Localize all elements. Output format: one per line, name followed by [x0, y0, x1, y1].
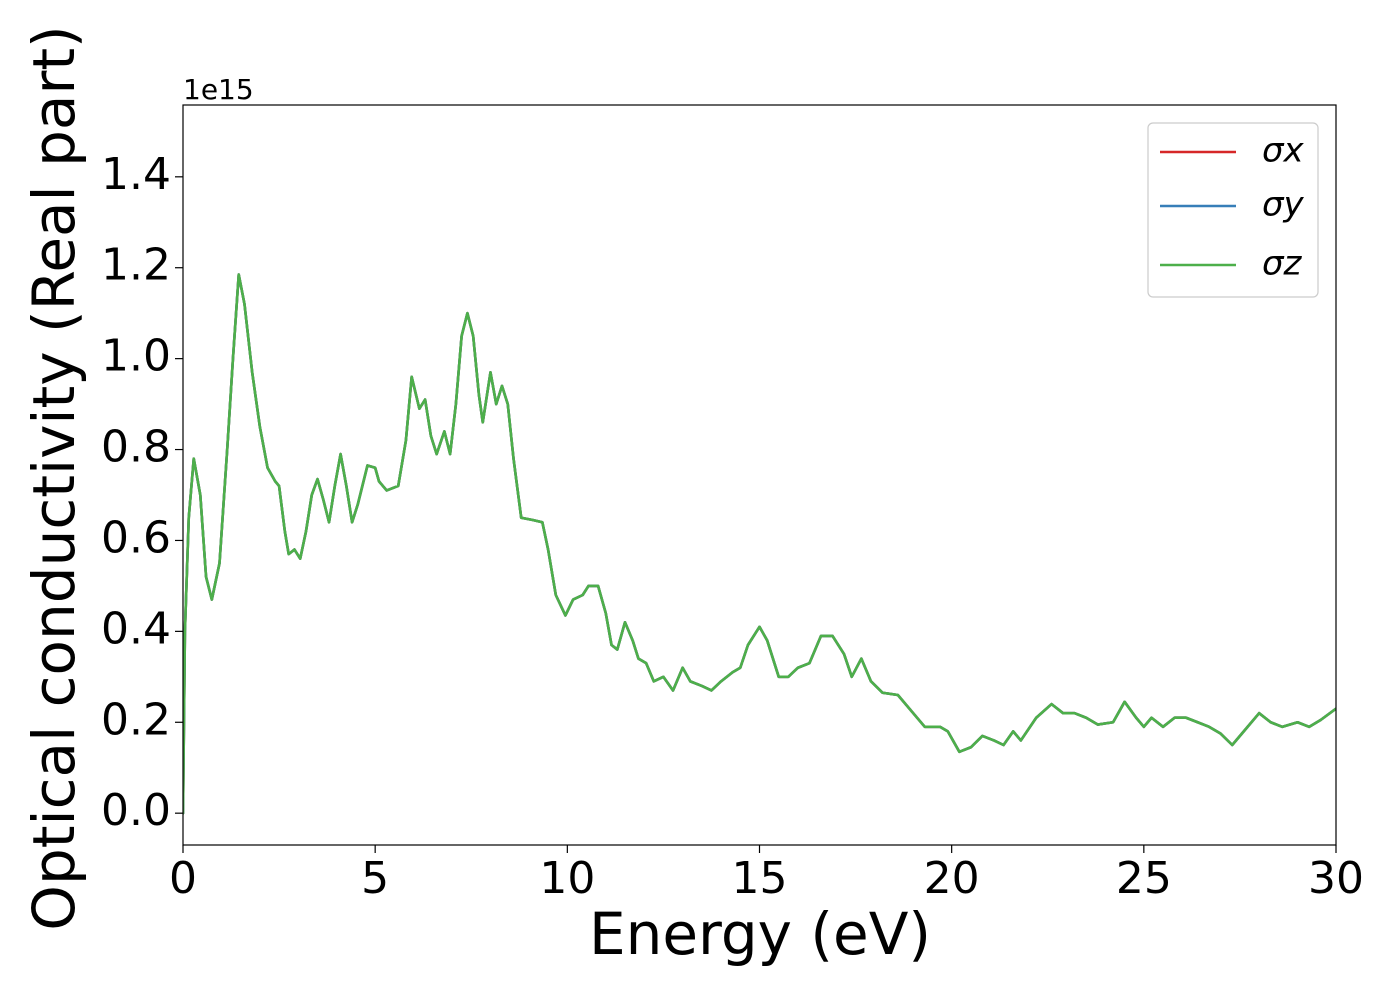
legend-box [1147, 122, 1319, 298]
y-tick-label: 0.6 [101, 512, 171, 563]
x-tick-label: 30 [1308, 853, 1364, 904]
y-tick-label: 1.4 [101, 149, 171, 200]
legend-label: σy [1262, 185, 1305, 225]
x-tick-label: 20 [924, 853, 980, 904]
y-tick-label: 0.0 [101, 785, 171, 836]
y-tick-label: 0.4 [101, 603, 171, 654]
x-tick-label: 0 [169, 853, 197, 904]
series-line [183, 273, 1336, 815]
y-axis-label: Optical conductivity (Real part) [20, 25, 88, 930]
x-tick-label: 5 [361, 853, 389, 904]
y-tick-label: 1.0 [101, 331, 171, 382]
x-tick-label: 15 [732, 853, 788, 904]
plot-lines [183, 273, 1336, 815]
legend-label: σz [1262, 244, 1303, 284]
y-tick-label: 1.2 [101, 240, 171, 291]
y-offset-label: 1e15 [183, 73, 254, 106]
x-tick-label: 10 [539, 853, 595, 904]
legend-label: σx [1262, 131, 1305, 171]
x-tick-label: 25 [1116, 853, 1172, 904]
y-tick-label: 0.8 [101, 422, 171, 473]
x-axis-label: Energy (eV) [589, 900, 931, 968]
y-tick-label: 0.2 [101, 694, 171, 745]
